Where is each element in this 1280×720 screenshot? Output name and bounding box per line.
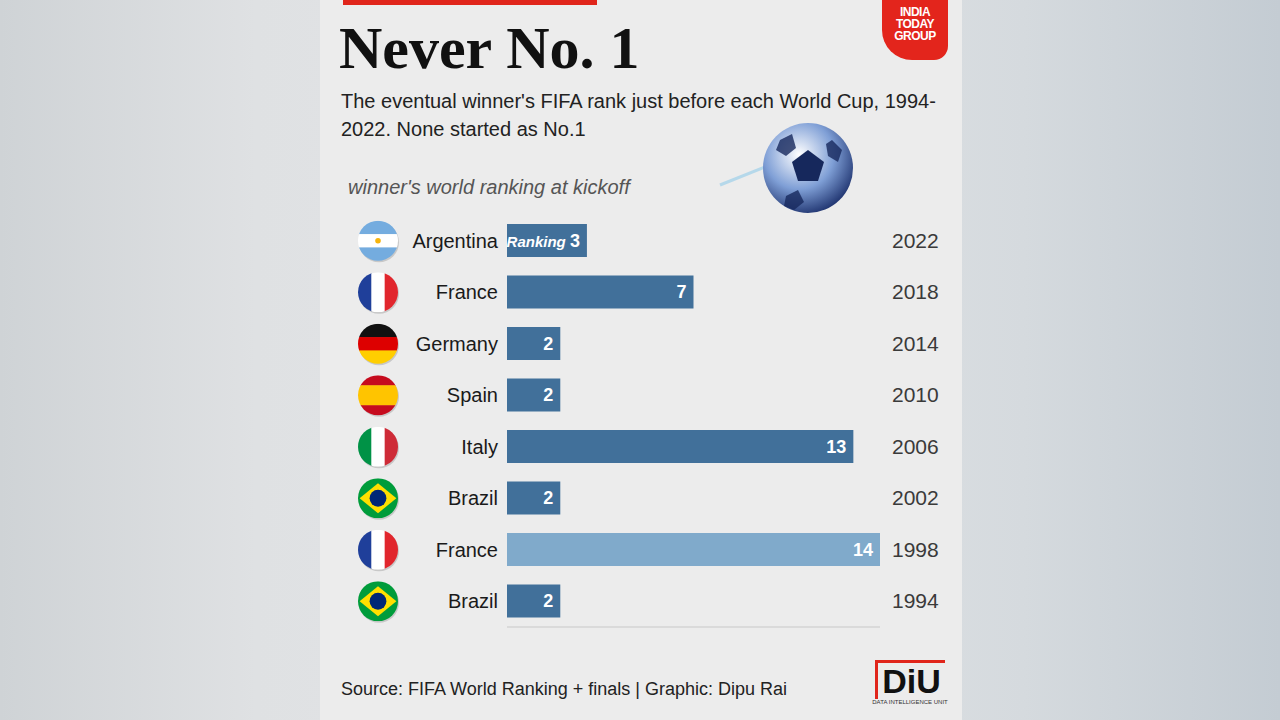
svg-text:2002: 2002 [892, 486, 939, 509]
svg-text:13: 13 [826, 437, 846, 457]
svg-text:2014: 2014 [892, 332, 939, 355]
svg-text:2006: 2006 [892, 435, 939, 458]
svg-text:Brazil: Brazil [448, 590, 498, 612]
svg-text:Italy: Italy [461, 436, 498, 458]
svg-text:2: 2 [543, 385, 553, 405]
svg-text:7: 7 [676, 282, 686, 302]
svg-text:2: 2 [543, 488, 553, 508]
svg-text:Brazil: Brazil [448, 487, 498, 509]
html-text:INDIA TODAY GROUP: INDIA TODAY GROUP [894, 5, 936, 43]
svg-text:2: 2 [543, 334, 553, 354]
svg-text:Argentina: Argentina [412, 230, 498, 252]
svg-text:1994: 1994 [892, 589, 939, 612]
svg-text:2018: 2018 [892, 280, 939, 303]
svg-text:France: France [436, 281, 498, 303]
svg-text:2022: 2022 [892, 229, 939, 252]
html-text:Source: FIFA World Ranking + f: Source: FIFA World Ranking + finals | Gr… [341, 679, 787, 699]
svg-text:Spain: Spain [447, 384, 498, 406]
svg-text:France: France [436, 539, 498, 561]
svg-text:14: 14 [853, 540, 873, 560]
html-text:The eventual winner's FIFA ran: The eventual winner's FIFA rank just bef… [341, 90, 936, 140]
svg-text:2: 2 [543, 591, 553, 611]
svg-text:Ranking 3: Ranking 3 [507, 231, 580, 251]
svg-text:2010: 2010 [892, 383, 939, 406]
html-text:DATA INTELLIGENCE UNIT: DATA INTELLIGENCE UNIT [872, 699, 948, 705]
html-text:winner's world ranking at kick: winner's world ranking at kickoff [348, 176, 630, 198]
svg-text:Germany: Germany [416, 333, 498, 355]
svg-text:1998: 1998 [892, 538, 939, 561]
html-text:DiU: DiU [882, 662, 941, 700]
html-text:Never No. 1: Never No. 1 [339, 15, 640, 81]
